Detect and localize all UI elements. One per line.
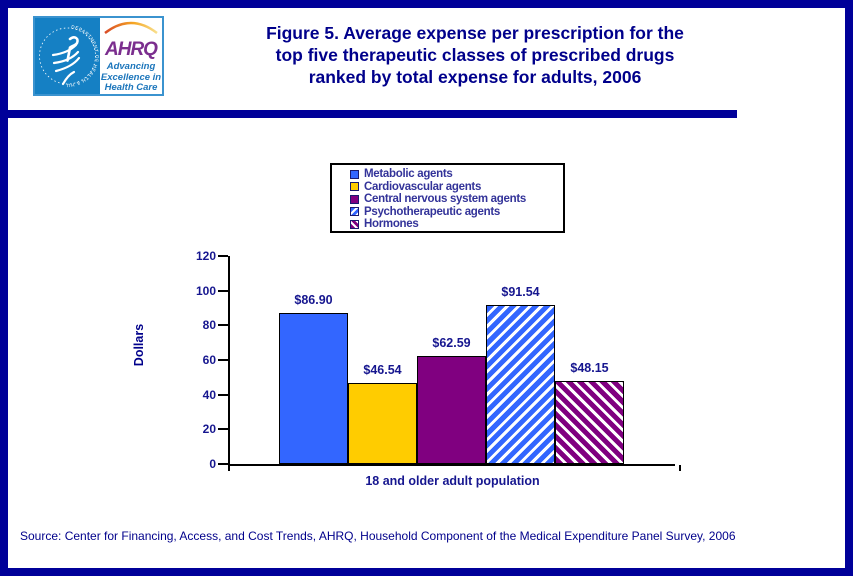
page-title-line: top five therapeutic classes of prescrib… (275, 45, 675, 65)
ahrq-tagline-line: Health Care (104, 82, 158, 93)
y-axis-tick-label: 100 (195, 283, 216, 298)
bar-central-nervous-system-agents (417, 356, 486, 464)
legend-item: Cardiovascular agents (350, 181, 563, 194)
y-axis-tick (218, 393, 228, 396)
legend-swatch-central-nervous-system-agents (350, 194, 359, 204)
legend-item: Metabolic agents (350, 168, 563, 181)
chart-legend: Metabolic agents Cardiovascular agents C… (330, 163, 565, 233)
y-axis-tick (218, 463, 228, 465)
y-axis-tick (218, 289, 228, 292)
ahrq-hhs-logo: DEPARTMENT OF HEALTH & HUMAN SERVICES · … (33, 14, 164, 96)
y-axis-tick-label: 80 (202, 318, 216, 333)
y-axis-tick-label: 60 (202, 353, 216, 367)
bar-chart-plot-area: 18 and older adult population 0 20 40 60 80 1… (196, 249, 681, 488)
bar-value-label: $86.90 (294, 293, 333, 307)
x-axis-title: 18 and older adult population (365, 474, 540, 488)
x-axis-end-tick (679, 465, 681, 471)
bar-cardiovascular-agents (348, 383, 417, 464)
y-axis-tick-label: 20 (202, 422, 216, 437)
y-axis-tick-label: 120 (195, 249, 216, 263)
legend-label: Cardiovascular agents (364, 180, 482, 193)
y-axis-tick (218, 428, 228, 431)
x-axis-end-tick (228, 465, 230, 471)
page-title: Figure 5. Average expense per prescripti… (190, 22, 760, 88)
ahrq-wordmark: AHRQ (105, 39, 158, 60)
page-title-line: ranked by total expense for adults, 2006 (308, 67, 642, 87)
legend-swatch-psychotherapeutic-agents (350, 207, 359, 217)
legend-item: Psychotherapeutic agents (350, 206, 563, 219)
y-axis-tick (218, 359, 228, 361)
ahrq-tagline-line: Excellence in (100, 71, 162, 83)
y-axis-title: Dollars (132, 323, 146, 367)
legend-label: Metabolic agents (364, 168, 453, 181)
legend-label: Hormones (364, 218, 419, 231)
source-note: Source: Center for Financing, Access, an… (20, 529, 736, 543)
hhs-eagle-icon: DEPARTMENT OF HEALTH & HUMAN SERVICES · … (33, 14, 99, 88)
y-axis-tick (218, 255, 228, 257)
header-divider-bar (8, 110, 737, 118)
bar-value-label: $91.54 (501, 285, 540, 299)
ahrq-tagline-line: Advancing (106, 61, 156, 72)
legend-label: Psychotherapeutic agents (364, 205, 500, 218)
hhs-seal: DEPARTMENT OF HEALTH & HUMAN SERVICES · … (33, 14, 100, 94)
bar-value-label: $62.59 (432, 336, 471, 350)
y-axis-tick (218, 324, 228, 327)
legend-swatch-hormones (350, 219, 359, 229)
legend-item: Hormones (350, 218, 563, 231)
bar-value-label: $48.15 (570, 361, 609, 375)
ahrq-logo-panel: AHRQ Advancing Excellence in Health Care (100, 18, 162, 94)
bar-hormones (555, 381, 624, 464)
y-axis-tick-label: 0 (209, 457, 216, 471)
bar-value-label: $46.54 (363, 363, 402, 377)
figure-content: DEPARTMENT OF HEALTH & HUMAN SERVICES · … (8, 8, 845, 568)
ahrq-rainbow-arc-icon (104, 21, 158, 34)
legend-swatch-metabolic-agents (350, 169, 359, 179)
legend-swatch-cardiovascular-agents (350, 182, 359, 192)
page-title-line: Figure 5. Average expense per prescripti… (266, 23, 684, 43)
y-axis-tick-label: 40 (202, 387, 216, 402)
bar-psychotherapeutic-agents (486, 305, 555, 464)
ahrq-tagline: Advancing Excellence in Health Care (100, 61, 162, 94)
legend-item: Central nervous system agents (350, 193, 563, 206)
bar-metabolic-agents (279, 313, 348, 464)
legend-label: Central nervous system agents (364, 193, 526, 206)
